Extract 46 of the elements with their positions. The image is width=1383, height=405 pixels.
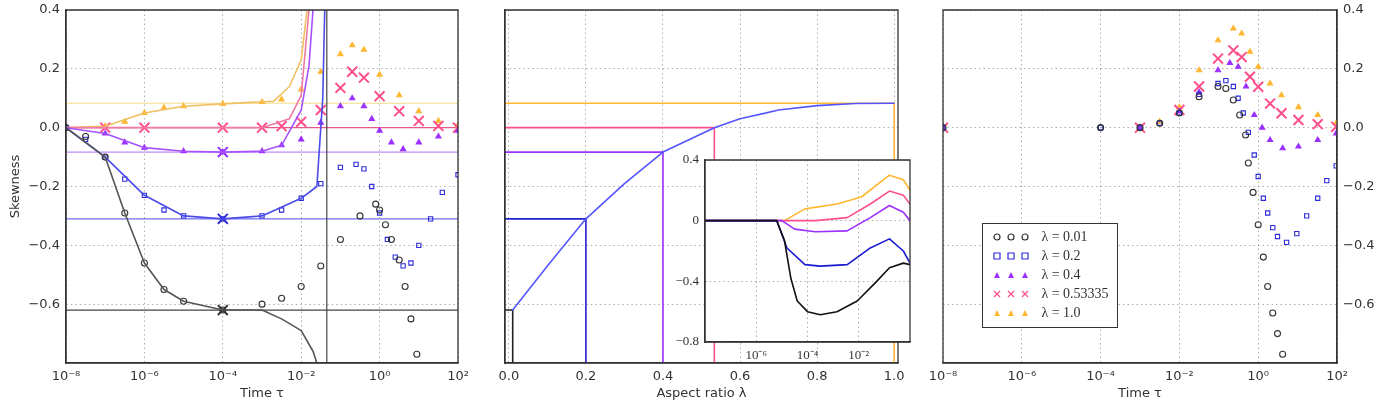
y-tick-label: −0.8 [675, 333, 699, 349]
y2-tick-label: 0.2 [1343, 60, 1364, 76]
y-tick-label: 0.4 [682, 151, 700, 167]
x-tick-label: 0.4 [652, 368, 674, 384]
x-tick-label: 10² [447, 368, 469, 384]
x-tick-label: 0.0 [498, 368, 520, 384]
x-tick-label: 10² [1326, 368, 1348, 384]
x-tick-label: 1.0 [883, 368, 905, 384]
y-tick-label: 0.4 [39, 1, 60, 17]
y2-tick-label: 0.0 [1343, 119, 1364, 135]
x-tick-label: 10⁰ [1247, 368, 1270, 384]
x-axis-title: Aspect ratio λ [656, 384, 747, 400]
legend-label: λ = 0.4 [1041, 267, 1081, 284]
x-tick-label: 10⁻⁴ [796, 347, 819, 363]
x-axis-title: Time τ [1117, 384, 1163, 400]
y2-tick-label: −0.6 [1343, 295, 1375, 311]
x-tick-label: 10⁻⁶ [745, 347, 768, 363]
y2-tick-label: 0.4 [1343, 1, 1364, 17]
y-tick-label: 0.2 [39, 60, 60, 76]
x-tick-label: 10⁻⁸ [51, 368, 81, 384]
x-tick-label: 0.2 [575, 368, 597, 384]
x-tick-label: 10⁻² [1165, 368, 1194, 384]
x-tick-label: 0.6 [729, 368, 751, 384]
x-tick-label: 10⁻² [848, 347, 870, 363]
legend-label: λ = 1.0 [1041, 305, 1081, 322]
legend-label: λ = 0.01 [1041, 229, 1088, 246]
y-tick-label: 0.0 [39, 119, 60, 135]
x-tick-label: 10⁻⁴ [1086, 368, 1115, 384]
y-tick-label: −0.4 [28, 236, 60, 252]
y-axis-title: Skewness [7, 154, 23, 219]
x-tick-label: 10⁻⁸ [928, 368, 958, 384]
legend-label: λ = 0.53335 [1041, 286, 1109, 303]
y2-tick-label: −0.2 [1343, 177, 1375, 193]
y-tick-label: 0 [692, 212, 699, 228]
x-tick-label: 10⁻⁴ [208, 368, 238, 384]
x-tick-label: 10⁻² [286, 368, 316, 384]
y-tick-label: −0.2 [28, 177, 60, 193]
x-axis-title: Time τ [239, 384, 285, 400]
x-tick-label: 0.8 [806, 368, 828, 384]
x-tick-label: 10⁻⁶ [130, 368, 159, 384]
x-tick-label: 10⁰ [368, 368, 391, 384]
legend-label: λ = 0.2 [1041, 248, 1081, 265]
y-tick-label: −0.6 [28, 295, 60, 311]
x-tick-label: 10⁻⁶ [1007, 368, 1037, 384]
y2-tick-label: −0.4 [1343, 236, 1375, 252]
y-tick-label: −0.4 [675, 272, 700, 288]
